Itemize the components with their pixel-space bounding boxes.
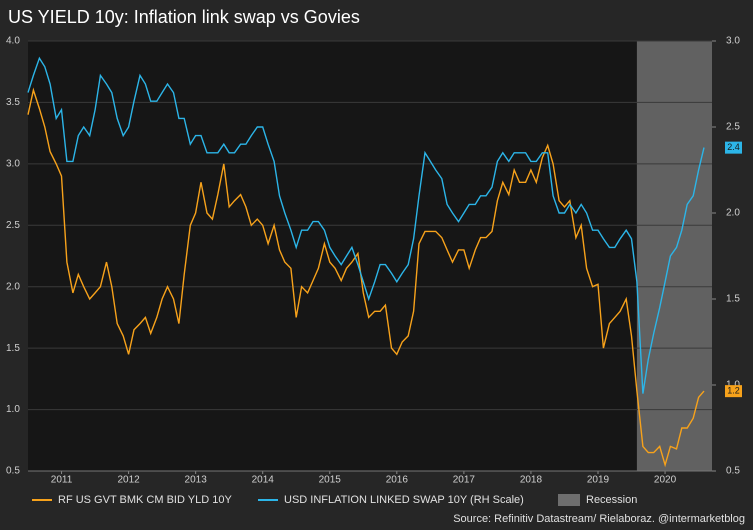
end-label: 2.4	[727, 142, 740, 152]
x-tick-label: 2013	[185, 475, 208, 486]
y-tick-label: 4.0	[6, 36, 20, 47]
y-tick-label: 0.5	[6, 466, 20, 477]
end-label: 1.2	[727, 386, 740, 396]
legend-label: RF US GVT BMK CM BID YLD 10Y	[58, 494, 232, 506]
y2-tick-label: 2.5	[726, 122, 740, 133]
y2-tick-label: 1.5	[726, 294, 740, 305]
end-label-box	[725, 141, 742, 154]
recession-band	[636, 41, 712, 471]
end-label-box	[725, 385, 742, 398]
chart-title: US YIELD 10y: Inflation link swap vs Gov…	[8, 7, 360, 27]
x-tick-label: 2019	[587, 475, 610, 486]
legend-label: Recession	[586, 494, 637, 506]
plot-area	[28, 41, 712, 471]
x-tick-label: 2016	[386, 475, 409, 486]
y2-tick-label: 0.5	[726, 466, 740, 477]
x-tick-label: 2011	[51, 475, 73, 486]
x-tick-label: 2018	[520, 475, 543, 486]
series-line	[27, 56, 705, 394]
x-tick-label: 2020	[654, 475, 677, 486]
y2-tick-label: 1.0	[726, 380, 740, 391]
source: Source: Refinitiv Datastream/ Rielaboraz…	[453, 513, 745, 525]
x-tick-label: 2015	[319, 475, 342, 486]
y-tick-label: 2.0	[6, 281, 20, 292]
y-tick-label: 1.0	[6, 404, 20, 415]
legend-label: USD INFLATION LINKED SWAP 10Y (RH Scale)	[284, 494, 524, 506]
y2-tick-label: 3.0	[726, 36, 740, 47]
x-tick-label: 2012	[117, 475, 140, 486]
series-line	[27, 87, 705, 468]
legend-swatch	[558, 494, 580, 506]
y-tick-label: 1.5	[6, 343, 20, 354]
x-tick-label: 2014	[252, 475, 275, 486]
y-tick-label: 3.0	[6, 158, 20, 169]
y2-tick-label: 2.0	[726, 208, 740, 219]
y-tick-label: 2.5	[6, 220, 20, 231]
y-tick-label: 3.5	[6, 97, 20, 108]
x-tick-label: 2017	[453, 475, 476, 486]
